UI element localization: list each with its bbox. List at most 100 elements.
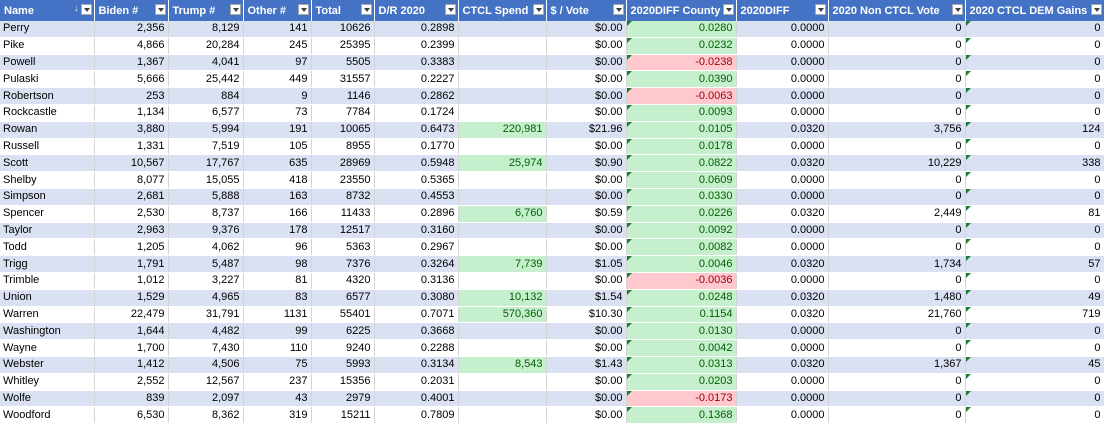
table-cell[interactable] <box>458 272 547 290</box>
table-cell[interactable]: 191 <box>243 121 312 139</box>
table-cell[interactable]: Perry <box>0 21 95 38</box>
table-cell[interactable]: 719 <box>965 306 1104 324</box>
table-cell[interactable]: 25,974 <box>458 154 547 173</box>
table-cell[interactable]: 0 <box>965 21 1104 38</box>
table-cell[interactable]: 10065 <box>311 121 375 139</box>
filter-dropdown-button[interactable] <box>297 4 309 15</box>
table-cell[interactable]: 220,981 <box>458 121 547 139</box>
column-header[interactable]: CTCL Spend <box>458 0 547 21</box>
table-cell[interactable]: 141 <box>243 21 312 38</box>
table-cell[interactable]: 0 <box>828 373 966 391</box>
table-cell[interactable]: 1,529 <box>94 289 169 307</box>
table-cell[interactable]: -0.0063 <box>626 87 737 105</box>
table-cell[interactable]: $0.00 <box>546 238 627 257</box>
table-cell[interactable]: Wayne <box>0 339 95 357</box>
table-cell[interactable]: 0.0330 <box>626 188 737 206</box>
table-cell[interactable]: 0 <box>828 222 966 240</box>
column-header[interactable]: $ / Vote <box>546 0 627 21</box>
table-cell[interactable]: $0.00 <box>546 390 627 408</box>
table-cell[interactable]: 0.0000 <box>736 37 829 55</box>
column-header[interactable]: Trump # <box>168 0 244 21</box>
table-cell[interactable]: 0.3264 <box>374 255 459 273</box>
table-cell[interactable] <box>458 171 547 189</box>
table-cell[interactable]: 0 <box>828 104 966 122</box>
table-cell[interactable]: 5,487 <box>168 255 244 273</box>
table-cell[interactable]: $0.00 <box>546 87 627 105</box>
table-cell[interactable] <box>458 390 547 408</box>
table-cell[interactable]: 0.0313 <box>626 356 737 374</box>
table-cell[interactable] <box>458 138 547 156</box>
table-cell[interactable]: 0.5948 <box>374 154 459 173</box>
column-header[interactable]: 2020DIFF County <box>626 0 737 21</box>
table-cell[interactable]: 3,227 <box>168 272 244 290</box>
table-cell[interactable]: $0.00 <box>546 406 627 424</box>
table-cell[interactable]: 0 <box>965 406 1104 424</box>
table-cell[interactable]: 0 <box>965 238 1104 257</box>
table-cell[interactable]: 0 <box>828 87 966 105</box>
table-cell[interactable]: 2,530 <box>94 205 169 223</box>
table-cell[interactable]: Trigg <box>0 255 95 273</box>
table-cell[interactable]: $1.54 <box>546 289 627 307</box>
table-cell[interactable]: Shelby <box>0 171 95 189</box>
table-cell[interactable]: 0 <box>965 222 1104 240</box>
table-cell[interactable]: $0.00 <box>546 222 627 240</box>
filter-dropdown-button[interactable] <box>444 4 456 15</box>
table-cell[interactable]: 10,229 <box>828 154 966 173</box>
table-cell[interactable]: 7,519 <box>168 138 244 156</box>
table-cell[interactable]: 0.3668 <box>374 322 459 341</box>
table-cell[interactable]: 0 <box>828 171 966 189</box>
table-cell[interactable]: 0.4553 <box>374 188 459 206</box>
table-cell[interactable]: 0.0000 <box>736 188 829 206</box>
table-cell[interactable]: 0.1154 <box>626 306 737 324</box>
table-cell[interactable]: 2,449 <box>828 205 966 223</box>
table-cell[interactable]: 0.7071 <box>374 306 459 324</box>
table-cell[interactable]: $0.00 <box>546 138 627 156</box>
table-cell[interactable]: 8,737 <box>168 205 244 223</box>
table-cell[interactable]: 0 <box>965 37 1104 55</box>
column-header[interactable]: Total <box>311 0 375 21</box>
table-cell[interactable]: 0.0000 <box>736 222 829 240</box>
table-cell[interactable]: 5505 <box>311 54 375 72</box>
table-cell[interactable]: 0 <box>828 21 966 38</box>
table-cell[interactable]: 0 <box>965 171 1104 189</box>
table-cell[interactable]: 0 <box>965 373 1104 391</box>
table-cell[interactable]: 0.2288 <box>374 339 459 357</box>
table-cell[interactable]: Powell <box>0 54 95 72</box>
table-cell[interactable]: 418 <box>243 171 312 189</box>
table-cell[interactable]: $0.00 <box>546 171 627 189</box>
table-cell[interactable]: 105 <box>243 138 312 156</box>
table-cell[interactable]: 1,791 <box>94 255 169 273</box>
column-header[interactable]: D/R 2020 <box>374 0 459 21</box>
table-cell[interactable]: 4,866 <box>94 37 169 55</box>
table-cell[interactable]: 0.0000 <box>736 322 829 341</box>
table-cell[interactable]: 0 <box>965 272 1104 290</box>
table-cell[interactable]: 6,530 <box>94 406 169 424</box>
table-cell[interactable]: 12,567 <box>168 373 244 391</box>
table-cell[interactable]: 75 <box>243 356 312 374</box>
table-cell[interactable]: 1,205 <box>94 238 169 257</box>
table-cell[interactable]: 0 <box>828 188 966 206</box>
table-cell[interactable]: 0.1724 <box>374 104 459 122</box>
filter-dropdown-button[interactable] <box>951 4 963 15</box>
table-cell[interactable]: 2979 <box>311 390 375 408</box>
table-cell[interactable]: 9 <box>243 87 312 105</box>
table-cell[interactable]: 0.2898 <box>374 21 459 38</box>
table-cell[interactable]: 1,412 <box>94 356 169 374</box>
table-cell[interactable]: 0.0092 <box>626 222 737 240</box>
table-cell[interactable]: 0 <box>828 54 966 72</box>
table-cell[interactable]: 81 <box>243 272 312 290</box>
table-cell[interactable]: 0.0320 <box>736 255 829 273</box>
table-cell[interactable]: 0.0203 <box>626 373 737 391</box>
table-cell[interactable]: 28969 <box>311 154 375 173</box>
table-cell[interactable]: Rockcastle <box>0 104 95 122</box>
table-cell[interactable]: 1131 <box>243 306 312 324</box>
table-cell[interactable] <box>458 70 547 89</box>
table-cell[interactable]: 8,129 <box>168 21 244 38</box>
table-cell[interactable]: 25,442 <box>168 70 244 89</box>
table-cell[interactable]: Rowan <box>0 121 95 139</box>
table-cell[interactable]: 0.0280 <box>626 21 737 38</box>
table-cell[interactable]: 0.0046 <box>626 255 737 273</box>
table-cell[interactable]: 0.2896 <box>374 205 459 223</box>
table-cell[interactable]: Russell <box>0 138 95 156</box>
table-cell[interactable]: 1146 <box>311 87 375 105</box>
